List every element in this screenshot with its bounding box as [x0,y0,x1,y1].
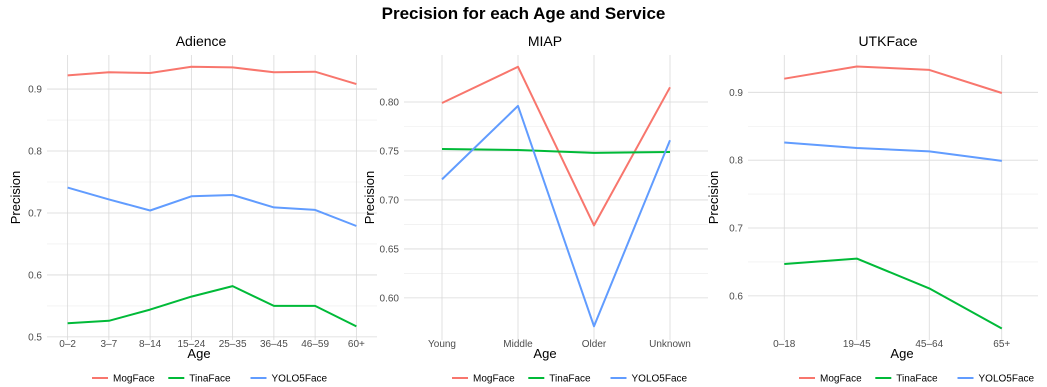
x-tick-label: Middle [503,339,533,350]
y-tick-label: 0.9 [28,85,42,96]
chart-panel-miap: 0.60 0.65 0.70 0.75 0.80 Young Middle Older Unkn… [362,33,708,385]
x-tick-label: 19–45 [843,339,871,350]
panel-title: MIAP [528,33,562,49]
x-axis-title: Age [890,346,913,361]
y-tick-label: 0.6 [729,291,743,302]
series-line-yolo5face [441,104,671,328]
y-tick-label: 0.8 [28,147,42,158]
y-tick-label: 0.8 [729,156,743,167]
panel-title: Adience [176,33,227,49]
x-tick-label: 65+ [993,339,1010,350]
x-tick-label: 46–59 [301,339,329,350]
legend-label-tinaface: TinaFace [896,374,938,385]
series-line-tinaface [67,285,357,328]
x-tick-label: 60+ [348,339,365,350]
y-tick-label: 0.9 [729,88,743,99]
x-axis-title: Age [533,346,556,361]
legend-label-mogface: MogFace [473,374,515,385]
y-tick-label: 0.7 [28,208,42,219]
series-line-tinaface [441,148,671,154]
series-line-yolo5face [784,141,1002,162]
x-tick-label: 15–24 [177,339,205,350]
y-axis-title: Precision [8,171,23,224]
figure-title: Precision for each Age and Service [381,4,666,23]
legend-label-tinaface: TinaFace [549,374,591,385]
series-line-yolo5face [67,186,357,227]
x-tick-label: 3–7 [101,339,118,350]
x-tick-label: 0–2 [59,339,76,350]
series-line-mogface [784,65,1003,94]
y-tick-label: 0.65 [380,244,400,255]
chart-panel-utkface: 0.6 0.7 0.8 0.9 0–18 19–45 45–64 65+ UTKFace Age P… [706,33,1038,385]
x-tick-label: 45–64 [915,339,943,350]
y-tick-label: 0.70 [380,195,400,206]
x-tick-label: Unknown [649,339,691,350]
legend-label-mogface: MogFace [113,374,155,385]
y-axis-title: Precision [706,171,721,224]
x-tick-label: Older [582,339,607,350]
x-axis-title: Age [187,346,210,361]
legend-label-yolo5face: YOLO5Face [272,374,328,385]
y-tick-label: 0.60 [380,293,400,304]
x-tick-label: 8–14 [139,339,162,350]
y-tick-label: 0.75 [380,146,400,157]
legend-label-yolo5face: YOLO5Face [979,374,1035,385]
y-tick-label: 0.6 [28,270,42,281]
y-tick-label: 0.5 [28,332,42,343]
legend-label-yolo5face: YOLO5Face [632,374,688,385]
y-tick-label: 0.80 [380,98,400,109]
legend-label-tinaface: TinaFace [189,374,231,385]
x-tick-label: 36–45 [260,339,288,350]
x-tick-label: 25–35 [219,339,247,350]
y-tick-label: 0.7 [729,224,743,235]
x-tick-label: Young [428,339,456,350]
series-line-mogface [67,65,357,86]
y-axis-title: Precision [362,171,377,224]
x-tick-label: 0–18 [773,339,796,350]
chart-panel-adience: 0.5 0.6 0.7 0.8 0.9 0–2 3–7 8–14 15–24 25–35 36–45… [8,33,377,385]
series-line-mogface [441,65,671,227]
legend-label-mogface: MogFace [820,374,862,385]
series-line-tinaface [784,257,1003,330]
panel-title: UTKFace [858,33,917,49]
